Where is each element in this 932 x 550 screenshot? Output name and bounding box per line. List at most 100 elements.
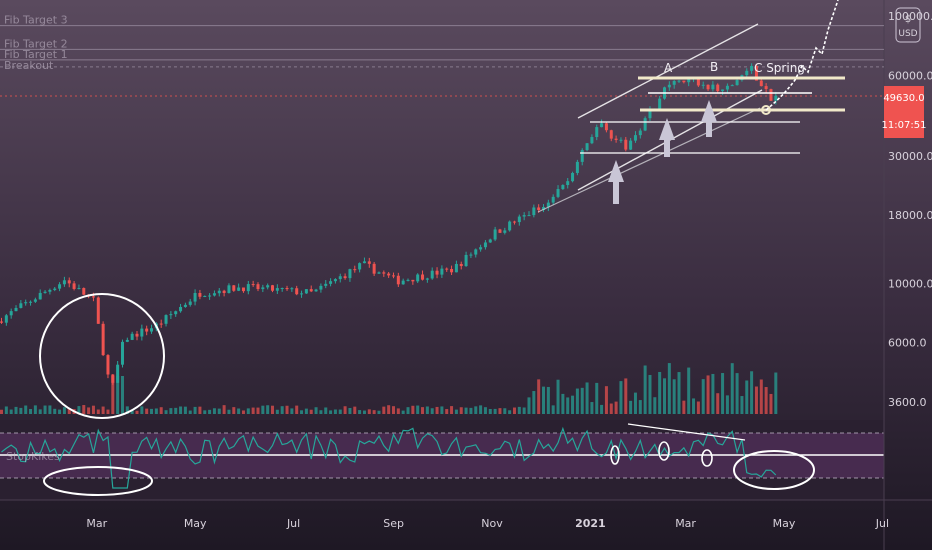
candle-body	[629, 140, 633, 150]
candle-body	[527, 215, 531, 217]
candle-body	[116, 364, 120, 383]
candle-body	[24, 302, 28, 304]
volume-bar	[745, 380, 749, 414]
candle-body	[193, 292, 197, 302]
candle-body	[711, 84, 715, 90]
volume-bar	[183, 406, 187, 414]
volume-bar	[575, 388, 579, 414]
volume-bar	[721, 373, 725, 414]
candle-body	[546, 202, 550, 208]
spring-marker	[761, 105, 771, 115]
candle-body	[14, 307, 18, 312]
volume-bar	[358, 410, 362, 414]
price-tick-label: 6000.0	[888, 337, 927, 350]
oscillator-line	[1, 426, 777, 489]
candle-body	[280, 287, 284, 289]
candle-body	[469, 254, 473, 256]
oscillator-dip-3	[701, 449, 713, 467]
volume-bar	[629, 400, 633, 414]
volume-bar	[193, 406, 197, 414]
volume-bar	[663, 378, 666, 414]
candle-body	[648, 108, 652, 119]
candle-body	[416, 274, 420, 282]
candle-body	[208, 295, 212, 297]
volume-bars	[0, 363, 778, 414]
candle-body	[9, 311, 13, 316]
volume-bar	[241, 410, 245, 414]
candle-body	[372, 263, 376, 274]
volume-bar	[222, 405, 226, 414]
volume-bar	[67, 408, 71, 414]
volume-bar	[653, 397, 657, 414]
candle-body	[575, 161, 579, 173]
candle-body	[159, 323, 163, 325]
volume-bar	[609, 403, 613, 414]
volume-bar	[464, 407, 468, 414]
volume-bar	[237, 408, 241, 414]
candle-body	[391, 275, 395, 277]
volume-bar	[450, 406, 454, 414]
candle-body	[643, 118, 647, 131]
volume-bar	[38, 409, 42, 414]
candle-body	[48, 289, 52, 292]
candle-body	[658, 98, 662, 109]
candle-body	[450, 268, 454, 273]
candle-body	[517, 216, 521, 223]
candle-body	[522, 215, 526, 217]
volume-bar	[135, 410, 139, 414]
volume-bar	[353, 406, 357, 414]
candle-body	[532, 207, 536, 216]
volume-bar	[125, 406, 129, 414]
volume-bar	[275, 409, 279, 414]
candle-body	[571, 172, 575, 182]
candle-body	[304, 289, 308, 294]
volume-bar	[290, 408, 294, 414]
volume-bar	[179, 406, 183, 414]
volume-bar	[759, 379, 763, 414]
volume-bar	[396, 408, 400, 414]
candle-body	[774, 95, 778, 101]
candle-body	[38, 292, 42, 300]
candle-body	[145, 328, 149, 332]
volume-bar	[348, 407, 352, 414]
candle-body	[600, 123, 604, 128]
candle-body	[382, 272, 386, 274]
currency-label: USD	[898, 29, 917, 39]
candle-body	[33, 299, 37, 302]
volume-bar	[730, 363, 734, 414]
volume-bar	[280, 406, 284, 414]
volume-bar	[474, 406, 478, 414]
candle-body	[188, 301, 192, 305]
volume-bar	[469, 407, 473, 414]
candle-body	[251, 284, 255, 286]
candle-body	[769, 89, 773, 101]
volume-bar	[411, 405, 415, 414]
oscillator-circle-left	[43, 466, 153, 496]
candle-body	[696, 78, 700, 86]
wave-label-b: B	[710, 60, 718, 74]
candle-body	[314, 289, 318, 292]
volume-bar	[687, 367, 691, 414]
candle-body	[542, 207, 546, 210]
wave-label-c-spring: C Spring	[754, 61, 805, 75]
currency-badge[interactable]: $ USD	[895, 7, 921, 43]
channel-line-base	[537, 107, 761, 213]
volume-bar	[508, 410, 512, 414]
candle-body	[62, 280, 66, 285]
candle-body	[338, 276, 342, 280]
volume-bar	[0, 409, 3, 414]
candle-body	[232, 285, 236, 291]
volume-bar	[416, 405, 420, 414]
candle-body	[566, 181, 570, 186]
volume-bar	[319, 410, 323, 414]
candle-body	[0, 321, 3, 323]
volume-bar	[701, 379, 705, 414]
price-tag-value: 49630.0	[883, 93, 924, 104]
volume-bar	[91, 405, 95, 414]
volume-bar	[14, 406, 18, 414]
candle-body	[725, 85, 729, 90]
candle-body	[198, 292, 202, 297]
candle-body	[459, 263, 463, 267]
volume-bar	[111, 376, 115, 414]
